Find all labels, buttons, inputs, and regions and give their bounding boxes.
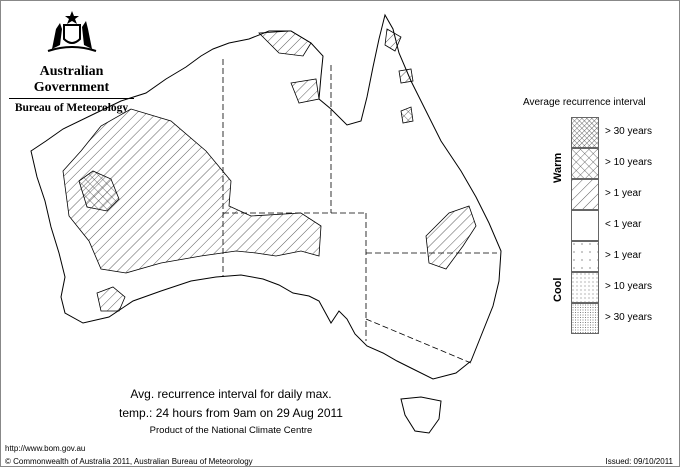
tasmania-outline [400, 396, 442, 434]
bureau-title: Bureau of Meteorology [9, 98, 134, 114]
legend-label: > 10 years [605, 157, 652, 168]
state-borders [222, 59, 497, 364]
caption-line2: temp.: 24 hours from 9am on 29 Aug 2011 [119, 406, 343, 420]
region-warm-1yr-north [258, 30, 312, 57]
legend-swatch-warm-1yr [571, 179, 599, 210]
region-warm-1yr-top-end [290, 78, 320, 104]
region-warm-10yr-west [78, 170, 120, 212]
region-warm-1yr-cape [384, 28, 414, 84]
legend-label: > 30 years [605, 126, 652, 137]
legend-swatch-cool-30yr [571, 303, 599, 334]
copyright: © Commonwealth of Australia 2011, Austra… [5, 457, 253, 466]
issued-date: Issued: 09/10/2011 [605, 457, 673, 466]
legend-swatch-cool-1yr [571, 241, 599, 272]
legend-warm-label: Warm [552, 152, 564, 183]
region-warm-1yr-west [62, 108, 322, 274]
legend-swatch-warm-10yr [571, 148, 599, 179]
legend-label: < 1 year [605, 219, 642, 230]
government-title: Australian Government [33, 64, 110, 95]
legend-label: > 30 years [605, 312, 652, 323]
coat-of-arms-icon [47, 11, 96, 52]
region-warm-1yr-sw [96, 286, 126, 312]
legend-title: Average recurrence interval [523, 97, 646, 108]
caption-line1: Avg. recurrence interval for daily max. [130, 387, 332, 401]
mainland-outline [30, 13, 502, 380]
caption-line3: Product of the National Climate Centre [149, 425, 313, 436]
legend-label: > 10 years [605, 281, 652, 292]
legend-label: > 1 year [605, 250, 642, 261]
website-url[interactable]: http://www.bom.gov.au [5, 444, 86, 453]
legend-swatch-cool-10yr [571, 272, 599, 303]
legend-cool-label: Cool [552, 277, 564, 302]
legend-swatch-warm-30yr [571, 117, 599, 148]
legend-label: > 1 year [605, 188, 642, 199]
bom-logo: Australian Government Bureau of Meteorol… [9, 9, 134, 114]
legend-swatch-neutral [571, 210, 599, 241]
region-warm-10yr-qld [400, 106, 414, 124]
